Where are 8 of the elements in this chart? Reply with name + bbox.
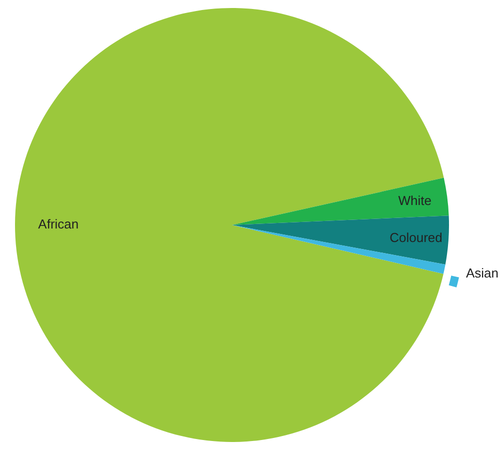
pie-slice	[232, 216, 449, 264]
pie-slice	[15, 8, 444, 442]
pie-slice	[232, 225, 446, 274]
slice-label: African	[38, 216, 79, 232]
pie-slice	[232, 178, 449, 225]
slice-label: Coloured	[390, 230, 442, 245]
slice-label: White	[398, 192, 432, 208]
legend-label: Asian	[466, 266, 499, 281]
